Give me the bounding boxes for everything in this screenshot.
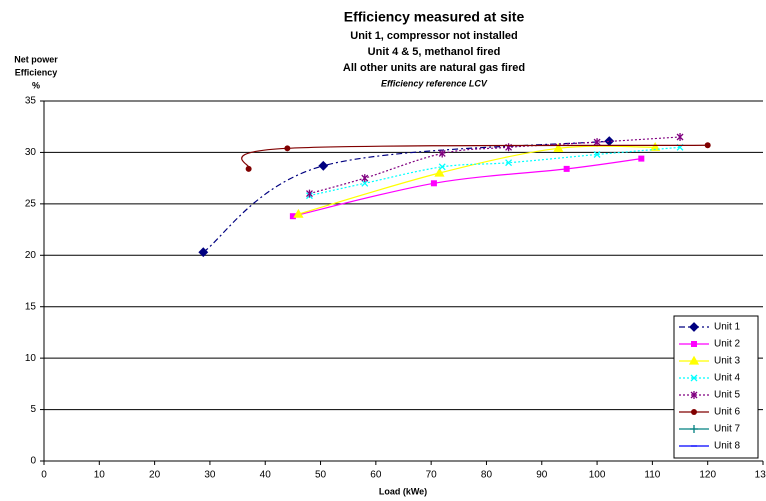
x-tick-label: 100 <box>589 470 606 481</box>
legend-symbol <box>691 409 697 415</box>
y-axis-label: % <box>32 80 40 90</box>
y-tick-label: 35 <box>25 96 37 107</box>
legend-symbol <box>691 341 697 347</box>
marker <box>245 165 252 172</box>
x-tick-label: 30 <box>204 470 216 481</box>
y-tick-label: 5 <box>30 404 36 415</box>
y-axis-label: Efficiency <box>15 67 58 77</box>
marker <box>434 167 445 177</box>
subtitle: All other units are natural gas fired <box>343 62 525 74</box>
marker <box>704 142 711 149</box>
legend-label: Unit 4 <box>714 373 741 384</box>
series-line <box>241 144 708 170</box>
y-tick-label: 10 <box>25 353 37 364</box>
y-axis-label: Net power <box>14 54 58 64</box>
x-tick-label: 70 <box>426 470 438 481</box>
legend-label: Unit 2 <box>714 339 741 350</box>
series-line <box>202 140 610 253</box>
marker <box>505 159 513 167</box>
y-tick-label: 20 <box>25 250 37 261</box>
legend-label: Unit 6 <box>714 407 741 418</box>
legend-symbol <box>690 391 698 399</box>
x-axis-label: Load (kWe) <box>379 486 427 496</box>
marker <box>563 165 570 172</box>
marker <box>593 151 601 158</box>
y-tick-label: 30 <box>25 147 37 158</box>
legend-label: Unit 5 <box>714 390 741 401</box>
series-line <box>309 146 681 197</box>
marker <box>430 180 437 187</box>
note: Efficiency reference LCV <box>381 78 488 88</box>
series-line <box>298 145 656 215</box>
legend-box <box>673 315 759 459</box>
legend-symbol <box>689 322 699 332</box>
subtitle: Unit 1, compressor not installed <box>350 30 517 42</box>
x-tick-label: 60 <box>370 470 382 481</box>
marker <box>438 149 446 158</box>
x-tick-label: 10 <box>94 470 106 481</box>
x-tick-label: 120 <box>699 470 716 481</box>
x-tick-label: 130 <box>755 470 766 481</box>
x-tick-label: 110 <box>644 470 660 481</box>
marker <box>284 145 291 152</box>
subtitle: Unit 4 & 5, methanol fired <box>368 46 501 58</box>
marker <box>505 143 513 152</box>
marker <box>650 141 661 151</box>
legend-symbol <box>690 374 698 382</box>
legend-label: Unit 8 <box>714 441 741 452</box>
x-tick-label: 90 <box>536 470 548 481</box>
marker <box>306 189 313 198</box>
series-line <box>292 158 642 217</box>
y-tick-label: 25 <box>25 198 37 209</box>
y-tick-label: 0 <box>30 456 36 467</box>
y-tick-label: 15 <box>25 301 37 312</box>
x-tick-label: 50 <box>315 470 327 481</box>
marker <box>361 179 369 187</box>
legend-label: Unit 3 <box>714 356 741 367</box>
legend-symbol <box>688 355 700 365</box>
marker <box>438 163 446 171</box>
marker <box>293 208 304 218</box>
legend-label: Unit 7 <box>714 424 741 435</box>
marker <box>361 174 369 183</box>
marker <box>198 247 209 258</box>
marker <box>676 133 684 141</box>
marker <box>318 160 329 171</box>
marker <box>553 143 564 152</box>
x-tick-label: 20 <box>149 470 161 481</box>
x-tick-label: 80 <box>481 470 493 481</box>
marker <box>289 213 296 220</box>
legend-label: Unit 1 <box>714 322 741 333</box>
chart-title: Efficiency measured at site <box>344 9 525 25</box>
legend: Unit 1 Unit 2 Unit 3 Unit 4 Unit 5 Unit 6 Unit… <box>673 315 759 459</box>
marker <box>638 155 645 162</box>
x-tick-label: 40 <box>260 470 272 481</box>
x-tick-label: 0 <box>41 470 47 481</box>
legend-symbol <box>690 425 698 433</box>
